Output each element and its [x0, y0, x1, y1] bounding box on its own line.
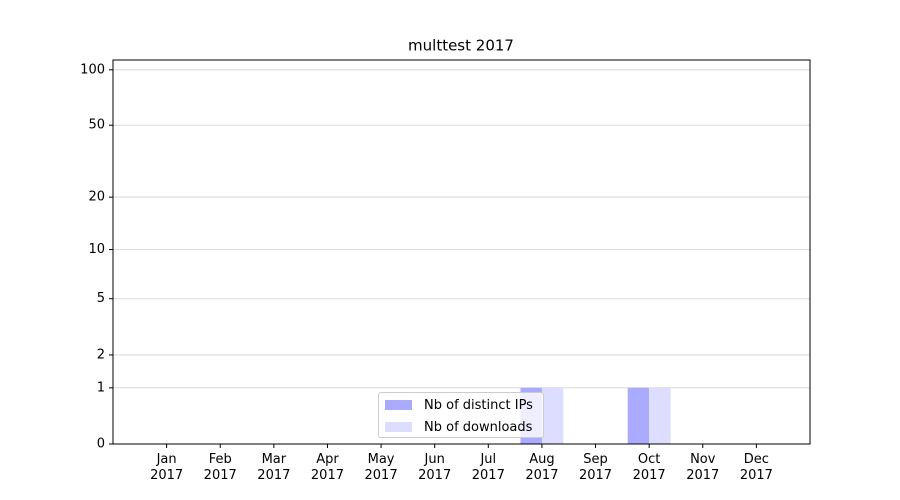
y-tick-label: 100 [80, 62, 105, 77]
x-tick-label: Mar 2017 [257, 452, 291, 483]
x-tick-label: Sep 2017 [578, 452, 613, 483]
y-tick-label: 0 [97, 437, 105, 452]
legend-swatch [385, 422, 412, 432]
legend-item: Nb of downloads [385, 417, 543, 437]
x-tick-label: Feb 2017 [203, 452, 237, 483]
legend: Nb of distinct IPs Nb of downloads [378, 392, 544, 438]
plot-frame [112, 59, 811, 445]
x-tick-label: Jan 2017 [150, 452, 184, 483]
x-tick-label: Jun 2017 [418, 452, 452, 483]
chart-title: multtest 2017 [408, 37, 514, 55]
bar [649, 387, 671, 444]
y-tick-label: 2 [97, 347, 105, 362]
bar [627, 387, 650, 444]
y-tick-label: 1 [97, 380, 105, 395]
bar [541, 387, 564, 444]
x-tick-label: Oct 2017 [632, 452, 666, 483]
legend-label: Nb of distinct IPs [424, 397, 533, 413]
y-tick-label: 5 [97, 291, 105, 306]
legend-swatch [385, 400, 412, 410]
x-tick-label: Jul 2017 [471, 452, 505, 483]
x-tick-label: May 2017 [364, 452, 398, 483]
x-tick-label: Apr 2017 [310, 452, 344, 483]
legend-label: Nb of downloads [424, 419, 533, 435]
x-tick-label: Nov 2017 [686, 452, 720, 483]
x-tick-label: Dec 2017 [739, 452, 773, 483]
y-tick-label: 10 [88, 242, 105, 257]
legend-item: Nb of distinct IPs [385, 395, 543, 415]
x-tick-label: Aug 2017 [525, 452, 559, 483]
y-tick-label: 20 [88, 190, 105, 205]
y-tick-label: 50 [88, 118, 105, 133]
